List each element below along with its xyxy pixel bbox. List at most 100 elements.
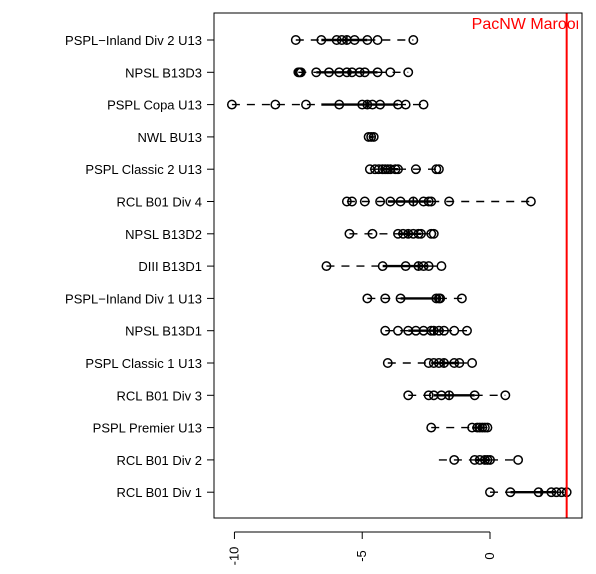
data-point	[395, 293, 406, 304]
box-row	[344, 228, 439, 239]
data-point	[433, 358, 444, 368]
data-point	[462, 325, 472, 336]
plot-frame	[213, 12, 583, 519]
data-point	[372, 35, 383, 45]
category-label: PSPL Classic 1 U13	[85, 356, 202, 371]
data-point	[359, 196, 370, 207]
data-point	[423, 261, 434, 272]
data-point	[418, 99, 429, 110]
data-point	[336, 35, 347, 45]
category-label: PSPL Copa U13	[107, 98, 202, 113]
data-point	[485, 454, 495, 465]
data-point	[403, 228, 414, 239]
box-row	[362, 293, 467, 304]
data-point	[416, 228, 426, 239]
category-label: NWL BU13	[137, 130, 202, 145]
data-point	[316, 35, 327, 45]
data-point	[423, 358, 434, 368]
box-row	[403, 390, 511, 401]
data-point	[444, 196, 455, 207]
data-point	[436, 261, 447, 272]
category-label: RCL B01 Div 2	[117, 453, 203, 468]
data-point	[423, 390, 434, 401]
data-point	[500, 390, 511, 401]
box-row	[364, 164, 444, 175]
data-point	[393, 325, 403, 336]
data-point	[551, 487, 562, 498]
data-point	[349, 35, 360, 45]
data-point	[400, 99, 411, 110]
data-point	[505, 487, 516, 498]
data-point	[359, 67, 370, 78]
category-label: PSPL−Inland Div 2 U13	[65, 33, 202, 48]
data-point	[413, 261, 424, 272]
data-point	[368, 131, 379, 142]
data-point	[372, 67, 383, 78]
data-point	[331, 35, 342, 45]
box-row	[226, 99, 429, 110]
box-row	[485, 487, 572, 498]
data-point	[400, 261, 411, 272]
data-point	[546, 487, 557, 498]
data-point	[341, 196, 352, 207]
data-point	[393, 228, 403, 239]
category-label: DIII B13D1	[138, 259, 202, 274]
category-label: PSPL Premier U13	[93, 421, 202, 436]
category-label: RCL B01 Div 1	[117, 485, 203, 500]
data-point	[449, 358, 460, 368]
data-point	[513, 454, 524, 465]
reference-line-label: PacNW Maroon	[472, 16, 585, 33]
box-row	[341, 196, 536, 207]
data-point	[324, 67, 334, 78]
category-label: RCL B01 Div 3	[117, 388, 203, 403]
data-point	[428, 325, 439, 336]
box-row	[293, 67, 414, 78]
data-point	[375, 99, 386, 110]
data-point	[533, 487, 544, 498]
data-point	[362, 35, 373, 45]
data-point	[226, 99, 237, 110]
data-point	[377, 261, 388, 272]
box-row	[363, 131, 379, 142]
data-point	[408, 196, 419, 207]
x-tick-label: -10	[226, 547, 241, 566]
data-point	[367, 228, 378, 239]
data-point	[290, 35, 301, 45]
box-row	[321, 261, 447, 272]
data-point	[270, 99, 281, 110]
data-point	[456, 293, 467, 304]
data-point	[347, 196, 357, 207]
data-point	[362, 99, 373, 110]
data-point	[321, 261, 332, 272]
data-point	[469, 454, 480, 465]
data-point	[444, 390, 455, 401]
data-point	[454, 358, 465, 368]
data-point	[395, 196, 406, 207]
box-row	[290, 35, 419, 45]
x-tick-label: 0	[482, 552, 497, 559]
data-point	[467, 358, 478, 368]
data-point	[449, 325, 460, 336]
data-point	[295, 67, 306, 78]
data-point	[334, 99, 345, 110]
data-point	[426, 422, 437, 433]
data-point	[380, 293, 391, 304]
data-point	[410, 164, 421, 175]
box-row	[438, 454, 524, 465]
data-point	[435, 293, 446, 304]
category-label: NPSL B13D3	[125, 65, 202, 80]
category-labels: PSPL−Inland Div 2 U13 NPSL B13D3 PSPL Copa…	[65, 33, 214, 500]
x-tick-label: -5	[354, 550, 369, 562]
category-label: PSPL−Inland Div 1 U13	[65, 291, 202, 306]
data-point	[469, 390, 480, 401]
data-point	[482, 422, 493, 433]
data-point	[449, 454, 460, 465]
data-point	[426, 196, 437, 207]
data-point	[357, 99, 368, 110]
data-point	[341, 67, 352, 78]
data-point	[525, 196, 536, 207]
data-point	[428, 228, 439, 239]
box-row	[380, 325, 472, 336]
data-point	[428, 358, 439, 368]
